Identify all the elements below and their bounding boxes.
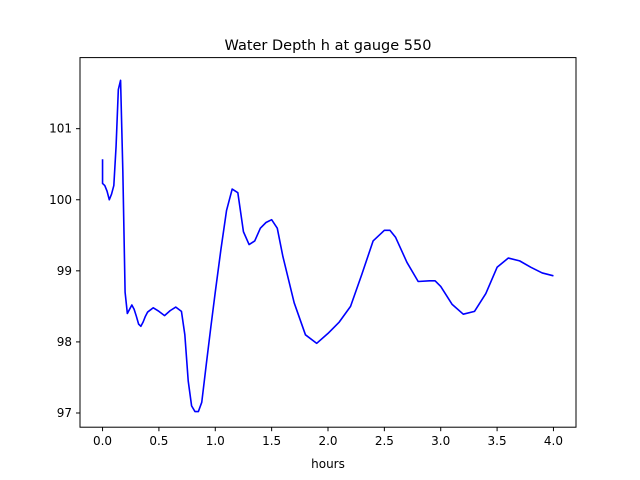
y-tick-label: 99: [57, 264, 72, 278]
axes-frame: [79, 57, 577, 428]
y-tick-label: 97: [57, 406, 72, 420]
x-tick-label: 2.5: [375, 434, 394, 448]
x-tick-label: 1.0: [206, 434, 225, 448]
chart-title: Water Depth h at gauge 550: [225, 38, 432, 54]
x-tick-label: 1.5: [262, 434, 281, 448]
x-tick-label: 2.0: [318, 434, 337, 448]
x-tick-label: 4.0: [544, 434, 563, 448]
plot-area: [101, 79, 554, 413]
x-tick-label: 0.0: [93, 434, 112, 448]
x-axis-label: hours: [311, 457, 345, 471]
series-line-0: [101, 79, 554, 413]
x-tick-label: 3.5: [488, 434, 507, 448]
x-tick-label: 3.0: [431, 434, 450, 448]
x-tick-label: 0.5: [149, 434, 168, 448]
x-axis: 0.0 0.5 1.0 1.5 2.0 2.5 3.0 3.5 4.0: [93, 427, 563, 448]
y-tick-label: 100: [49, 193, 72, 207]
y-axis: 97 98 99 100 101: [49, 122, 80, 420]
y-tick-label: 98: [57, 335, 72, 349]
y-tick-label: 101: [49, 122, 72, 136]
